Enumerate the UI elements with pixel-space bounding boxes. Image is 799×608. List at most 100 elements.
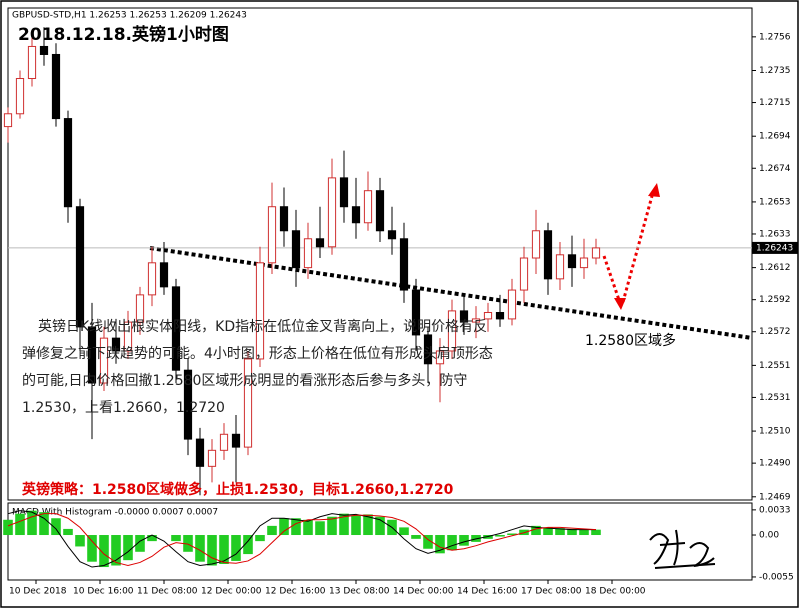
candle-body xyxy=(519,257,529,291)
histogram-bar xyxy=(315,521,325,536)
histogram-bar xyxy=(435,535,445,554)
histogram-bar xyxy=(495,535,505,537)
candle-body xyxy=(351,206,361,224)
histogram-bar xyxy=(291,518,301,536)
histogram-bar xyxy=(135,535,145,552)
candle-body xyxy=(423,334,433,365)
candle-body xyxy=(27,45,37,80)
histogram-bar xyxy=(27,510,37,536)
x-tick-label: 12 Dec 00:00 xyxy=(201,587,262,597)
macd-panel xyxy=(7,502,753,581)
histogram-bar xyxy=(579,529,589,536)
strategy: 英镑策略：1.2580区域做多，止损1.2530，目标1.2660,1.2720 xyxy=(22,482,454,498)
macd-line xyxy=(7,513,597,567)
candle-body xyxy=(567,254,577,269)
y-tick-label: 1.2653 xyxy=(759,197,791,207)
y-tick-label: 1.2592 xyxy=(759,295,791,305)
candle-body xyxy=(471,318,481,323)
candle-body xyxy=(39,45,49,55)
candle-body xyxy=(255,262,265,360)
x-tick-label: 10 Dec 2018 xyxy=(9,587,67,597)
candle-body xyxy=(363,190,373,224)
candle-body xyxy=(279,206,289,232)
candle-body xyxy=(195,438,205,467)
x-tick-label: 18 Dec 00:00 xyxy=(585,587,646,597)
histogram-bar xyxy=(459,535,469,546)
histogram-bar xyxy=(591,529,601,536)
y-tick-label: -0.0055 xyxy=(759,572,794,582)
y-tick-label: 1.2756 xyxy=(759,32,791,42)
histogram-bar xyxy=(207,535,217,566)
candle-body xyxy=(183,369,193,440)
signature xyxy=(649,529,716,569)
candle-body xyxy=(387,230,397,240)
histogram-bar xyxy=(375,516,385,536)
y-tick-label: 1.2572 xyxy=(759,327,791,337)
y-tick-label: 1.2633 xyxy=(759,229,791,239)
y-tick-label: 1.2531 xyxy=(759,393,791,403)
x-tick-label: 12 Dec 16:00 xyxy=(265,587,326,597)
candle-body xyxy=(507,289,517,320)
histogram-bar xyxy=(279,518,289,536)
histogram-bar xyxy=(411,535,421,539)
current-price: 1.26243 xyxy=(756,243,793,253)
histogram-bar xyxy=(15,513,25,536)
histogram-bar xyxy=(87,535,97,562)
candle-body xyxy=(51,53,61,120)
histogram-bar xyxy=(147,535,157,542)
candle-body xyxy=(579,257,589,269)
x-tick-label: 11 Dec 08:00 xyxy=(137,587,198,597)
candle-body xyxy=(171,286,181,371)
candle-body xyxy=(207,449,217,467)
x-tick-label: 14 Dec 00:00 xyxy=(393,587,454,597)
candle-body xyxy=(543,230,553,280)
candle-body xyxy=(315,238,325,248)
commentary: 英镑日K线收出根实体阳线，KD指标在低位金叉背离向上，说明价格有反弹修复之前下跌… xyxy=(22,319,493,416)
histogram-bar xyxy=(399,527,409,536)
y-tick-label: 1.2674 xyxy=(759,164,791,174)
histogram-bar xyxy=(351,515,361,536)
y-tick-label: 1.2694 xyxy=(759,132,791,142)
candle-body xyxy=(591,247,601,259)
candle-body xyxy=(495,311,505,320)
x-tick-label: 14 Dec 16:00 xyxy=(457,587,518,597)
histogram-bar xyxy=(255,535,265,542)
histogram-bar xyxy=(123,535,133,561)
candle-body xyxy=(435,350,445,365)
x-tick-label: 10 Dec 16:00 xyxy=(73,587,134,597)
histogram-bar xyxy=(447,535,457,551)
price-panel xyxy=(7,7,753,501)
candle-body xyxy=(459,310,469,323)
candle-body xyxy=(243,358,253,448)
histogram-bar xyxy=(531,525,541,536)
histogram-bar xyxy=(99,535,109,568)
y-tick-label: 1.2510 xyxy=(759,427,791,437)
candle-body xyxy=(555,254,565,280)
symbol-info: GBPUSD-STD,H1 1.26253 1.26253 1.26209 1.… xyxy=(12,11,247,21)
y-tick-label: 1.2490 xyxy=(759,459,791,469)
candle-body xyxy=(327,177,337,248)
candle-body xyxy=(159,262,169,288)
histogram-bar xyxy=(507,533,517,536)
histogram-bar xyxy=(183,535,193,552)
candle-body xyxy=(63,118,73,208)
candle-body xyxy=(135,294,145,323)
histogram-bar xyxy=(567,528,577,536)
histogram-bar xyxy=(231,535,241,561)
y-tick-label: 0.00 xyxy=(759,531,779,541)
y-tick-label: 0.0033 xyxy=(759,505,791,515)
candle-body xyxy=(75,206,85,328)
candle-body xyxy=(15,78,25,115)
arrow-down xyxy=(602,255,621,301)
histogram-bar xyxy=(339,513,349,536)
y-tick-label: 1.2469 xyxy=(759,492,791,502)
histogram-bar xyxy=(243,535,253,555)
macd-line xyxy=(7,510,596,568)
candle-body xyxy=(219,433,229,451)
y-tick-label: 1.2612 xyxy=(759,263,791,273)
arrow-head xyxy=(648,183,660,197)
y-tick-label: 1.2735 xyxy=(759,66,791,76)
